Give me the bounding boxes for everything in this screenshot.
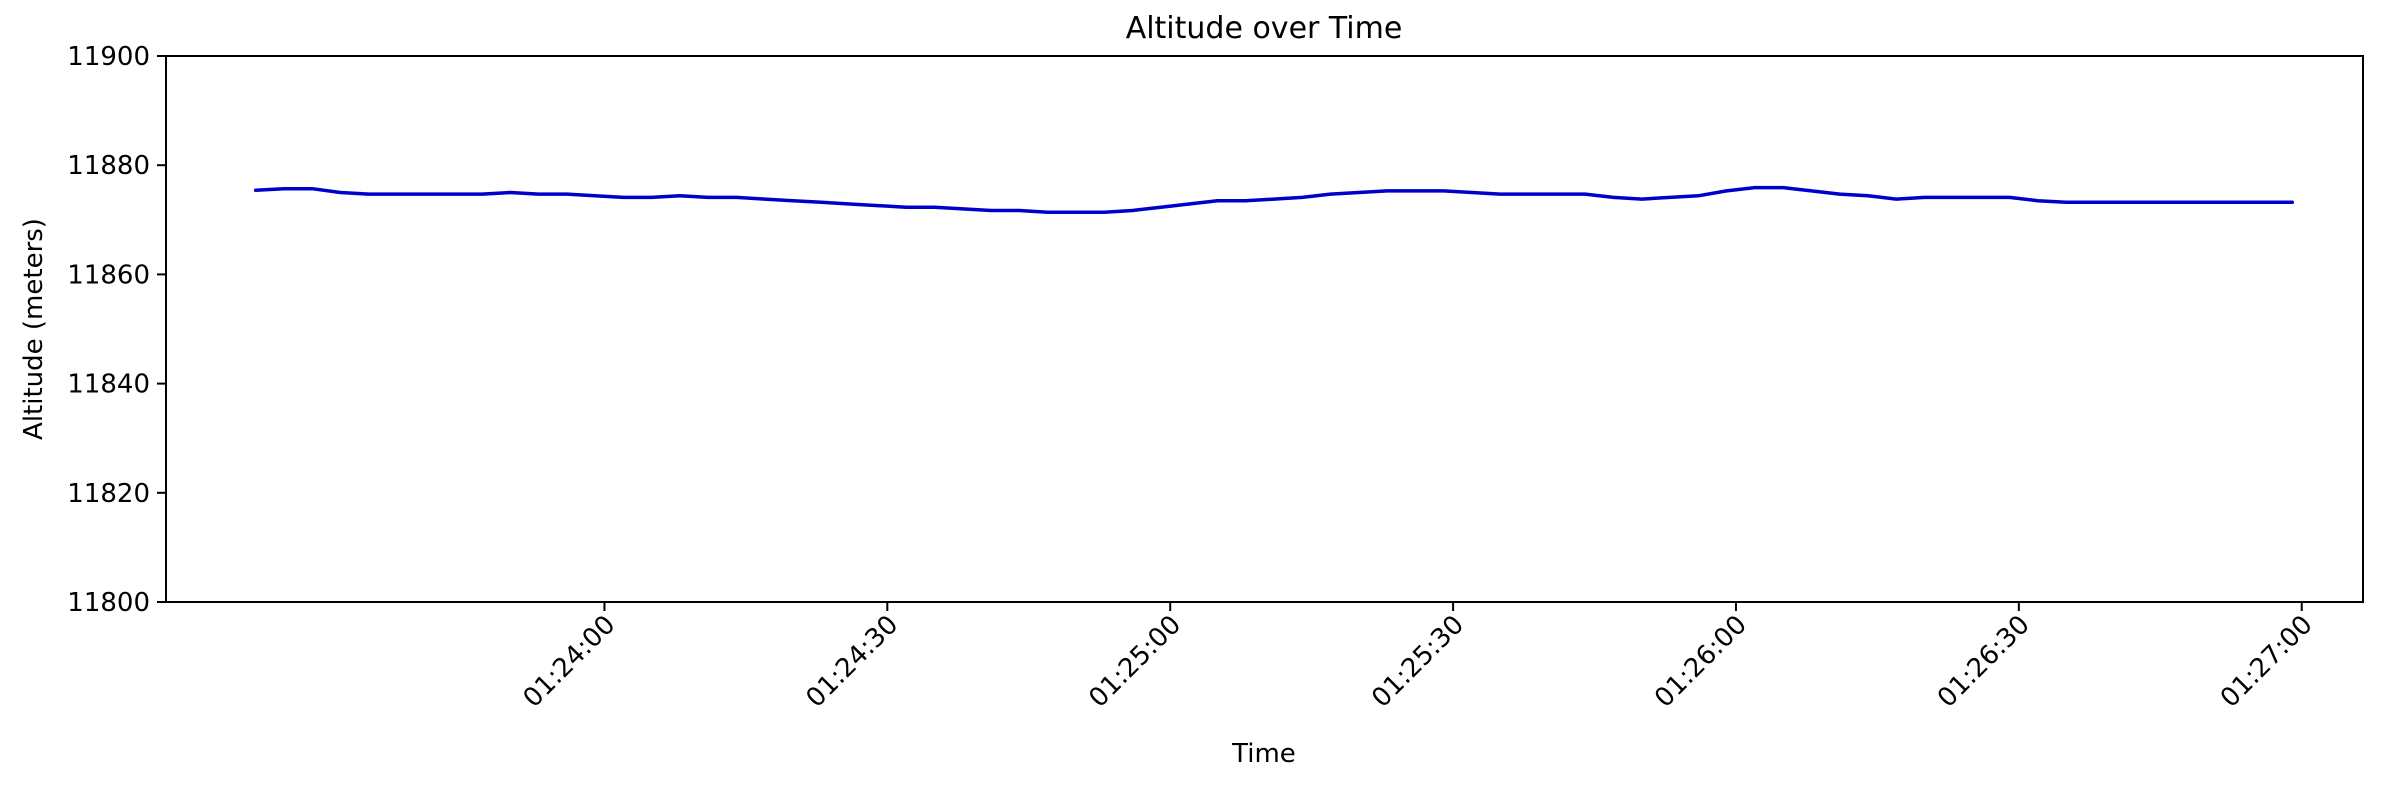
- y-axis-ticks: 11800 11820 11840 11860 11880 11900: [67, 42, 166, 618]
- x-axis-label: Time: [1231, 739, 1296, 769]
- x-tick-label: 01:27:00: [2215, 610, 2319, 714]
- y-tick-label: 11860: [67, 260, 150, 290]
- y-tick-label: 11900: [67, 42, 150, 72]
- chart-title: Altitude over Time: [1126, 11, 1403, 46]
- y-tick-label: 11820: [67, 479, 150, 509]
- x-tick-label: 01:26:30: [1932, 610, 2036, 714]
- x-tick-label: 01:24:30: [800, 610, 904, 714]
- y-tick-label: 11800: [67, 588, 150, 618]
- x-tick-label: 01:25:30: [1366, 610, 1470, 714]
- x-axis-ticks: 01:24:00 01:24:30 01:25:00 01:25:30 01:26:00…: [518, 602, 2319, 714]
- x-tick-label: 01:26:00: [1649, 610, 1753, 714]
- plot-area-frame: [165, 55, 2364, 603]
- x-tick-label: 01:24:00: [518, 610, 622, 714]
- y-tick-label: 11880: [67, 151, 150, 181]
- x-tick-label: 01:25:00: [1083, 610, 1187, 714]
- series-layer: [253, 185, 2295, 214]
- altitude-series-line: [253, 185, 2295, 214]
- y-tick-label: 11840: [67, 370, 150, 400]
- y-axis-label: Altitude (meters): [19, 218, 49, 440]
